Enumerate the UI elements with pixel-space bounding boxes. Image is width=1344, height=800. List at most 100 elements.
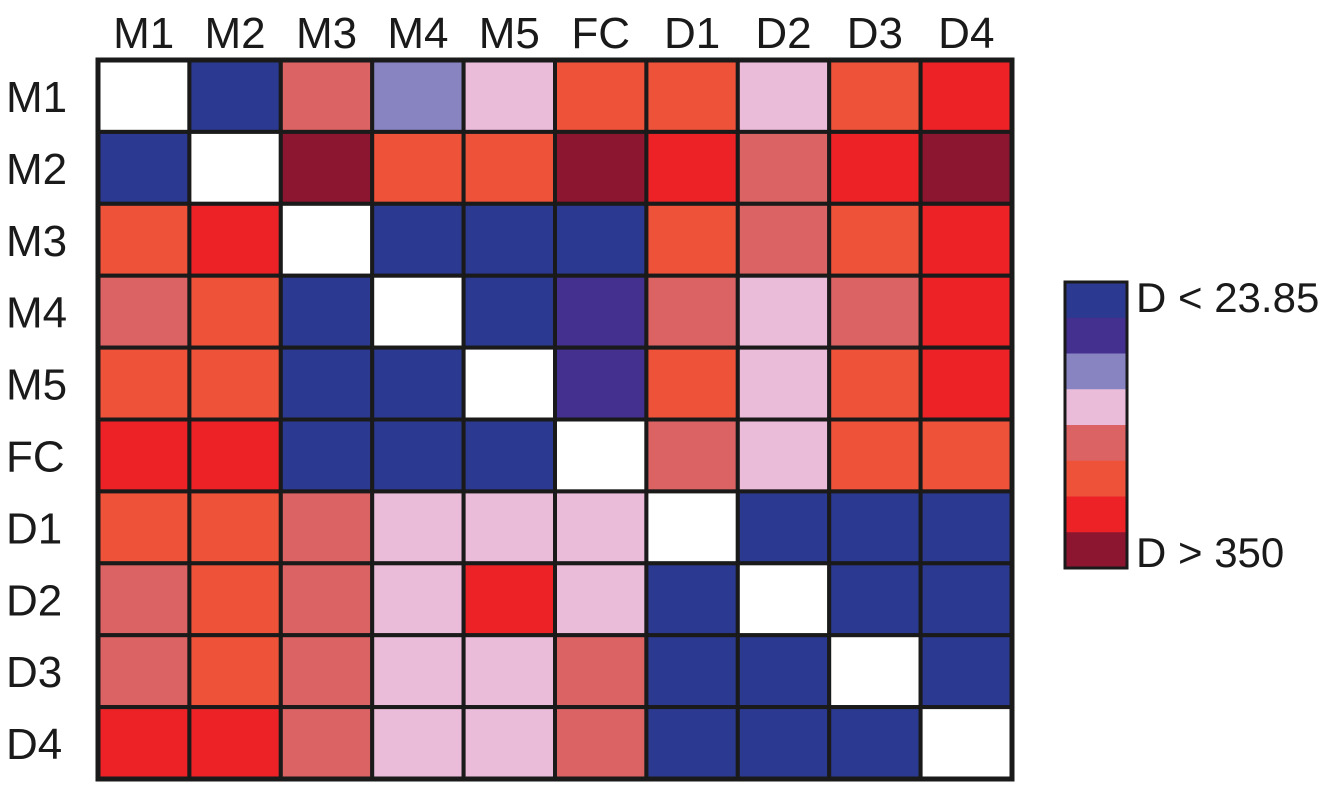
column-label-D3: D3 bbox=[847, 9, 903, 58]
cell-D2-D2 bbox=[735, 561, 832, 638]
cell-M2-D3 bbox=[827, 129, 923, 206]
cell-D2-M3 bbox=[278, 561, 375, 638]
cell-FC-M3 bbox=[278, 417, 375, 494]
cell-D4-M2 bbox=[187, 705, 283, 781]
row-label-M4: M4 bbox=[6, 289, 67, 338]
cell-D3-D4 bbox=[918, 633, 1014, 710]
cell-M2-M3 bbox=[278, 129, 375, 206]
legend-swatch-3 bbox=[1065, 389, 1127, 426]
legend-swatches bbox=[1065, 282, 1127, 569]
column-label-D4: D4 bbox=[938, 9, 994, 58]
cell-M3-M3 bbox=[278, 201, 375, 278]
cell-D1-M3 bbox=[278, 489, 375, 566]
row-label-M2: M2 bbox=[6, 145, 67, 194]
cell-M5-FC bbox=[553, 345, 649, 422]
cell-M1-M2 bbox=[187, 58, 283, 134]
cell-FC-FC bbox=[553, 417, 649, 494]
cell-D4-D1 bbox=[644, 705, 740, 781]
cell-D1-M2 bbox=[187, 489, 283, 566]
row-label-D1: D1 bbox=[6, 504, 62, 553]
cell-M1-D3 bbox=[827, 58, 923, 134]
cell-M5-M2 bbox=[187, 345, 283, 422]
column-label-M5: M5 bbox=[479, 9, 540, 58]
column-label-D2: D2 bbox=[755, 9, 811, 58]
heatmap-cells bbox=[95, 57, 1015, 782]
cell-D2-M1 bbox=[96, 561, 192, 638]
cell-FC-D2 bbox=[735, 417, 832, 494]
cell-D2-D3 bbox=[827, 561, 923, 638]
column-label-M3: M3 bbox=[296, 9, 357, 58]
cell-M1-D4 bbox=[918, 58, 1014, 134]
row-label-M5: M5 bbox=[6, 361, 67, 410]
cell-M1-M1 bbox=[96, 58, 192, 134]
legend-swatch-2 bbox=[1065, 353, 1127, 390]
row-label-M1: M1 bbox=[6, 73, 67, 122]
cell-M2-D1 bbox=[644, 129, 740, 206]
row-label-M3: M3 bbox=[6, 217, 67, 266]
cell-M2-D2 bbox=[735, 129, 832, 206]
cell-M3-M5 bbox=[461, 201, 558, 278]
cell-M2-M2 bbox=[187, 129, 283, 206]
cell-D4-M1 bbox=[96, 705, 192, 781]
cell-FC-D3 bbox=[827, 417, 923, 494]
cell-D3-M2 bbox=[187, 633, 283, 710]
cell-M5-D4 bbox=[918, 345, 1014, 422]
cell-M2-M1 bbox=[96, 129, 192, 206]
cell-D4-D3 bbox=[827, 705, 923, 781]
cell-FC-M4 bbox=[370, 417, 466, 494]
cell-D4-FC bbox=[553, 705, 649, 781]
cell-D1-D4 bbox=[918, 489, 1014, 566]
cell-M4-M2 bbox=[187, 273, 283, 350]
legend-swatch-5 bbox=[1065, 460, 1127, 497]
legend-swatch-6 bbox=[1065, 496, 1127, 533]
cell-D3-M3 bbox=[278, 633, 375, 710]
cell-M4-FC bbox=[553, 273, 649, 350]
cell-M5-D1 bbox=[644, 345, 740, 422]
cell-D1-FC bbox=[553, 489, 649, 566]
cell-M4-D3 bbox=[827, 273, 923, 350]
cell-D2-M2 bbox=[187, 561, 283, 638]
cell-M2-D4 bbox=[918, 129, 1014, 206]
cell-D3-M1 bbox=[96, 633, 192, 710]
cell-M2-M5 bbox=[461, 129, 558, 206]
cell-D3-M4 bbox=[370, 633, 466, 710]
legend-frame bbox=[1063, 280, 1129, 570]
cell-M4-D2 bbox=[735, 273, 832, 350]
cell-D3-D2 bbox=[735, 633, 832, 710]
cell-D2-FC bbox=[553, 561, 649, 638]
color-legend: D < 23.85 D > 350 bbox=[1063, 274, 1319, 576]
cell-M3-M2 bbox=[187, 201, 283, 278]
cell-D1-D2 bbox=[735, 489, 832, 566]
cell-M3-FC bbox=[553, 201, 649, 278]
row-label-D2: D2 bbox=[6, 576, 62, 625]
cell-D2-D1 bbox=[644, 561, 740, 638]
cell-M3-D1 bbox=[644, 201, 740, 278]
cell-M5-M5 bbox=[461, 345, 558, 422]
row-labels: M1 M2 M3 M4 M5 FC D1 D2 D3 D4 bbox=[6, 73, 67, 769]
column-labels: M1 M2 M3 M4 M5 FC D1 D2 D3 D4 bbox=[113, 9, 994, 58]
cell-D4-D2 bbox=[735, 705, 832, 781]
cell-D3-FC bbox=[553, 633, 649, 710]
cell-D3-D1 bbox=[644, 633, 740, 710]
cell-D1-D1 bbox=[644, 489, 740, 566]
cell-M3-M1 bbox=[96, 201, 192, 278]
cell-FC-M1 bbox=[96, 417, 192, 494]
cell-D1-M1 bbox=[96, 489, 192, 566]
cell-M3-D2 bbox=[735, 201, 832, 278]
cell-M3-D4 bbox=[918, 201, 1014, 278]
cell-D2-D4 bbox=[918, 561, 1014, 638]
cell-D1-M5 bbox=[461, 489, 558, 566]
cell-D3-M5 bbox=[461, 633, 558, 710]
cell-D2-M5 bbox=[461, 561, 558, 638]
heatmap-frame bbox=[95, 57, 1015, 782]
cell-FC-D4 bbox=[918, 417, 1014, 494]
column-label-M4: M4 bbox=[387, 9, 448, 58]
row-label-FC: FC bbox=[6, 432, 65, 481]
row-label-D4: D4 bbox=[6, 720, 62, 769]
cell-M5-M3 bbox=[278, 345, 375, 422]
cell-FC-M5 bbox=[461, 417, 558, 494]
legend-swatch-1 bbox=[1065, 317, 1127, 354]
cell-M2-FC bbox=[553, 129, 649, 206]
cell-M1-M3 bbox=[278, 58, 375, 134]
